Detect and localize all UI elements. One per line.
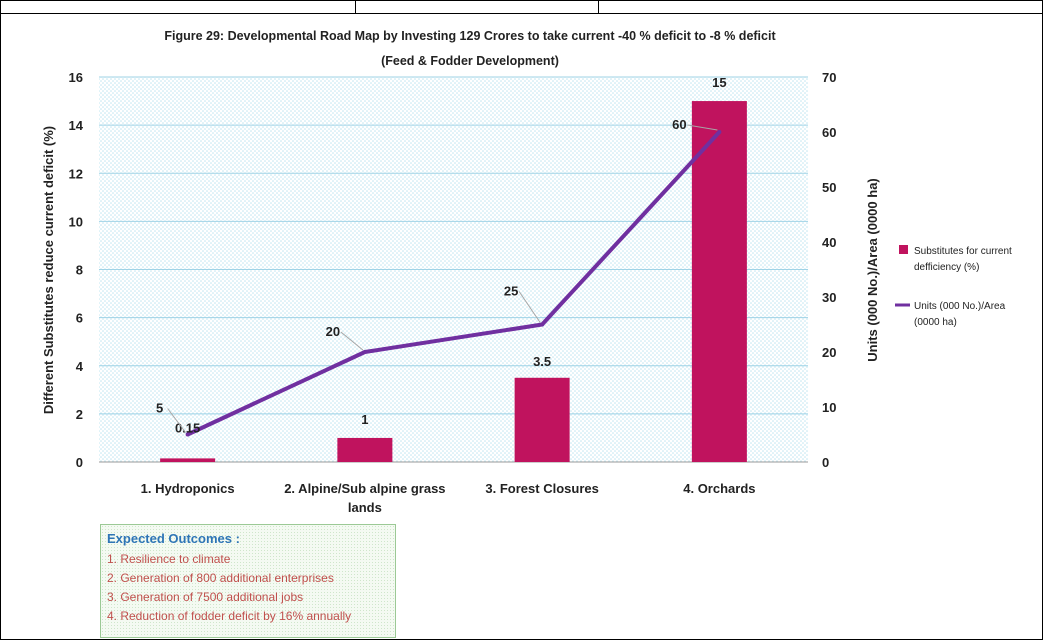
bar: [160, 458, 216, 462]
bar-data-label: 0.15: [175, 420, 200, 435]
x-tick-label: 2. Alpine/Sub alpine grass lands: [284, 481, 445, 515]
table-cell-divider: [598, 0, 599, 14]
y-tick-label: 4: [76, 359, 84, 374]
y2-tick-label: 50: [822, 180, 836, 195]
legend-label: (0000 ha): [914, 317, 957, 328]
line-data-label: 60: [672, 117, 686, 132]
x-tick-label: 4. Orchards: [683, 481, 755, 496]
y-tick-label: 8: [76, 263, 83, 278]
y-axis-title: Different Substitutes reduce current def…: [41, 126, 56, 414]
chart-subtitle: (Feed & Fodder Development): [381, 54, 559, 68]
y-tick-label: 16: [69, 70, 83, 85]
bar: [691, 101, 747, 462]
y2-axis-title: Units (000 No.)/Area (0000 ha): [865, 178, 880, 362]
line-data-label: 5: [156, 401, 163, 416]
y-tick-label: 14: [69, 118, 84, 133]
y2-tick-label: 20: [822, 345, 836, 360]
y2-tick-label: 40: [822, 235, 836, 250]
line-data-label: 25: [504, 284, 518, 299]
line-point: [185, 432, 190, 437]
y-tick-label: 6: [76, 311, 83, 326]
y2-tick-label: 30: [822, 290, 836, 305]
legend-label: Substitutes for current: [914, 246, 1012, 257]
bar-data-label: 1: [361, 412, 368, 427]
y2-tick-label: 60: [822, 125, 836, 140]
expected-outcomes-box: Expected Outcomes : 1. Resilience to cli…: [100, 524, 396, 638]
outcome-item: 1. Resilience to climate: [107, 552, 231, 566]
leader-line: [340, 331, 364, 351]
outcome-item: 4. Reduction of fodder deficit by 16% an…: [107, 609, 352, 623]
line-point: [362, 350, 367, 354]
y-tick-label: 0: [76, 455, 83, 470]
chart-title: Figure 29: Developmental Road Map by Inv…: [164, 29, 776, 43]
outcome-item: 2. Generation of 800 additional enterpri…: [107, 571, 334, 585]
y2-tick-label: 0: [822, 455, 829, 470]
leader-line: [167, 408, 187, 433]
legend-label: defficiency (%): [914, 262, 979, 273]
bar: [337, 437, 393, 462]
leader-line: [518, 291, 541, 323]
y-tick-label: 2: [76, 407, 83, 422]
legend-label: Units (000 No.)/Area: [914, 301, 1006, 312]
x-tick-label: 1. Hydroponics: [141, 481, 235, 496]
x-tick-label: 3. Forest Closures: [485, 481, 598, 496]
bar-data-label: 15: [712, 75, 726, 90]
legend-swatch-bar: [899, 245, 908, 254]
table-top-strip: [0, 0, 1043, 14]
y-tick-label: 12: [69, 166, 83, 181]
leader-line: [687, 124, 718, 131]
y2-tick-label: 70: [822, 70, 836, 85]
line-point: [717, 130, 722, 134]
bar: [514, 377, 570, 462]
outcomes-heading: Expected Outcomes :: [107, 531, 240, 546]
line-point: [540, 322, 545, 327]
table-cell-divider: [355, 0, 356, 14]
series-line: [186, 130, 721, 437]
y-tick-label: 10: [69, 214, 83, 229]
y2-tick-label: 10: [822, 400, 836, 415]
line-data-label: 20: [326, 324, 340, 339]
bar-data-label: 3.5: [533, 354, 551, 369]
outcome-item: 3. Generation of 7500 additional jobs: [107, 590, 304, 604]
